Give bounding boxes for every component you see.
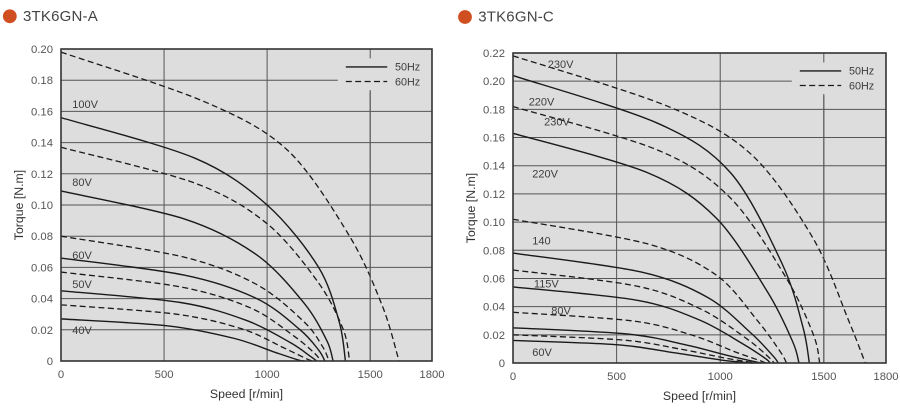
svg-text:0.12: 0.12	[31, 169, 53, 181]
svg-text:0.06: 0.06	[31, 262, 53, 274]
svg-text:1500: 1500	[358, 369, 383, 381]
svg-text:50Hz: 50Hz	[395, 62, 420, 74]
svg-text:0.08: 0.08	[483, 245, 505, 257]
svg-text:500: 500	[607, 371, 626, 383]
svg-text:1800: 1800	[873, 371, 898, 383]
svg-text:1800: 1800	[419, 369, 444, 381]
svg-text:0.14: 0.14	[31, 138, 53, 150]
svg-text:0.10: 0.10	[483, 217, 505, 229]
svg-text:0: 0	[499, 358, 505, 370]
svg-text:Speed [r/min]: Speed [r/min]	[663, 389, 736, 403]
svg-text:140: 140	[532, 236, 550, 248]
svg-text:0.08: 0.08	[31, 231, 53, 243]
svg-text:Torque [N.m]: Torque [N.m]	[12, 170, 26, 240]
svg-text:50V: 50V	[72, 279, 92, 291]
svg-text:60Hz: 60Hz	[395, 76, 420, 88]
svg-text:0.18: 0.18	[31, 75, 53, 87]
svg-text:0: 0	[58, 369, 64, 381]
svg-text:0.04: 0.04	[483, 302, 505, 314]
svg-text:0.06: 0.06	[483, 274, 505, 286]
svg-text:0.10: 0.10	[31, 200, 53, 212]
svg-text:0.02: 0.02	[483, 330, 505, 342]
svg-text:0.12: 0.12	[483, 189, 505, 201]
svg-text:3TK6GN-C: 3TK6GN-C	[478, 9, 554, 26]
svg-text:0: 0	[47, 356, 53, 368]
svg-text:500: 500	[155, 369, 174, 381]
svg-text:0.14: 0.14	[483, 161, 505, 173]
svg-text:230V: 230V	[548, 59, 574, 71]
svg-text:3TK6GN-A: 3TK6GN-A	[23, 8, 98, 25]
svg-text:0.16: 0.16	[31, 106, 53, 118]
svg-text:100V: 100V	[72, 99, 98, 111]
svg-text:0.16: 0.16	[483, 133, 505, 145]
svg-text:60V: 60V	[532, 347, 552, 359]
svg-text:Torque [N.m]: Torque [N.m]	[464, 173, 478, 243]
svg-text:1500: 1500	[811, 371, 836, 383]
svg-text:80V: 80V	[72, 177, 92, 189]
svg-text:60V: 60V	[72, 250, 92, 262]
svg-text:0.18: 0.18	[483, 104, 505, 116]
svg-text:60Hz: 60Hz	[849, 80, 874, 92]
svg-text:115V: 115V	[534, 278, 560, 290]
svg-text:1000: 1000	[255, 369, 280, 381]
svg-text:80V: 80V	[551, 306, 571, 318]
svg-text:0.20: 0.20	[31, 44, 53, 56]
svg-text:220V: 220V	[529, 96, 555, 108]
svg-text:1000: 1000	[708, 371, 733, 383]
svg-text:0.04: 0.04	[31, 294, 53, 306]
svg-text:50Hz: 50Hz	[849, 66, 874, 78]
svg-text:Speed [r/min]: Speed [r/min]	[210, 387, 283, 401]
svg-text:0.02: 0.02	[31, 325, 53, 337]
svg-text:0: 0	[510, 371, 516, 383]
svg-text:220V: 220V	[532, 168, 558, 180]
svg-text:0.20: 0.20	[483, 76, 505, 88]
svg-text:0.22: 0.22	[483, 48, 505, 60]
svg-text:230V: 230V	[544, 117, 570, 129]
svg-text:40V: 40V	[72, 325, 92, 337]
